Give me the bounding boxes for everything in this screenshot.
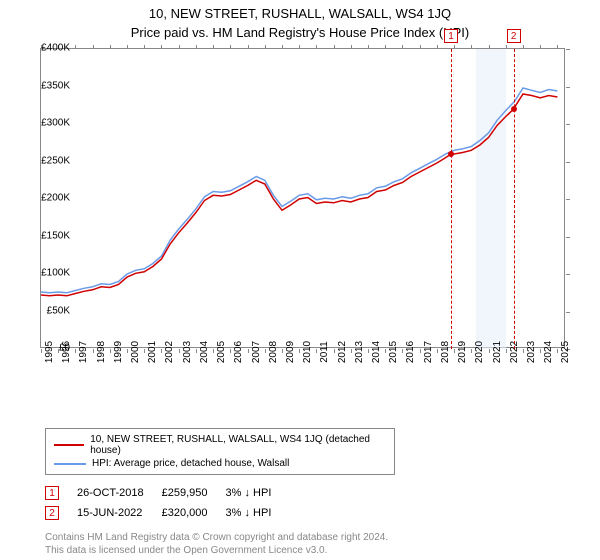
x-label: 2014: [371, 341, 382, 363]
y-label: £350K: [30, 80, 70, 91]
x-label: 1995: [44, 341, 55, 363]
sales-table: 1 26-OCT-2018 £259,950 3% ↓ HPI 2 15-JUN…: [45, 483, 289, 523]
x-label: 2021: [492, 341, 503, 363]
legend-label-property: 10, NEW STREET, RUSHALL, WALSALL, WS4 1J…: [90, 434, 386, 456]
line-series-layer: [41, 49, 566, 349]
legend-box: 10, NEW STREET, RUSHALL, WALSALL, WS4 1J…: [45, 428, 395, 475]
legend-swatch-hpi: [54, 463, 86, 465]
sale-badge-2: 2: [45, 506, 59, 520]
legend-swatch-property: [54, 444, 84, 446]
x-label: 2016: [405, 341, 416, 363]
marker-dot-2: [511, 106, 517, 112]
x-label: 2006: [233, 341, 244, 363]
x-label: 2022: [509, 341, 520, 363]
x-label: 2012: [337, 341, 348, 363]
x-label: 2024: [543, 341, 554, 363]
x-label: 1997: [78, 341, 89, 363]
marker-line-1: [451, 49, 452, 349]
y-label: £300K: [30, 118, 70, 129]
x-label: 2003: [182, 341, 193, 363]
sale-row-1: 1 26-OCT-2018 £259,950 3% ↓ HPI: [45, 483, 289, 503]
marker-line-2: [514, 49, 515, 349]
y-label: £200K: [30, 193, 70, 204]
legend-row-property: 10, NEW STREET, RUSHALL, WALSALL, WS4 1J…: [54, 433, 386, 457]
sale-date-2: 15-JUN-2022: [77, 503, 162, 523]
legend-row-hpi: HPI: Average price, detached house, Wals…: [54, 457, 386, 470]
x-label: 2023: [526, 341, 537, 363]
y-label: £150K: [30, 230, 70, 241]
x-label: 2000: [130, 341, 141, 363]
x-label: 2011: [319, 341, 330, 363]
x-label: 2004: [199, 341, 210, 363]
plot-region: 12: [40, 48, 565, 348]
x-label: 1999: [113, 341, 124, 363]
x-label: 1996: [61, 341, 72, 363]
x-label: 2009: [285, 341, 296, 363]
y-label: £50K: [30, 305, 70, 316]
y-label: £250K: [30, 155, 70, 166]
chart-title: 10, NEW STREET, RUSHALL, WALSALL, WS4 1J…: [0, 0, 600, 21]
series-hpi: [41, 88, 557, 293]
x-label: 2008: [268, 341, 279, 363]
sale-delta-1: 3% ↓ HPI: [226, 483, 290, 503]
sale-price-2: £320,000: [162, 503, 226, 523]
x-label: 2020: [474, 341, 485, 363]
footer-line-1: Contains HM Land Registry data © Crown c…: [45, 531, 600, 544]
x-label: 2017: [423, 341, 434, 363]
x-label: 2005: [216, 341, 227, 363]
y-label: £100K: [30, 268, 70, 279]
x-label: 2018: [440, 341, 451, 363]
sale-price-1: £259,950: [162, 483, 226, 503]
sale-badge-1: 1: [45, 486, 59, 500]
legend-label-hpi: HPI: Average price, detached house, Wals…: [92, 458, 289, 469]
chart-area: 12 £0£50K£100K£150K£200K£250K£300K£350K£…: [40, 48, 600, 388]
x-label: 2013: [354, 341, 365, 363]
x-label: 2001: [147, 341, 158, 363]
x-label: 2025: [560, 341, 571, 363]
x-label: 2015: [388, 341, 399, 363]
marker-badge-2: 2: [507, 29, 521, 43]
y-label: £400K: [30, 43, 70, 54]
sale-date-1: 26-OCT-2018: [77, 483, 162, 503]
footer-attribution: Contains HM Land Registry data © Crown c…: [45, 531, 600, 557]
sale-row-2: 2 15-JUN-2022 £320,000 3% ↓ HPI: [45, 503, 289, 523]
x-label: 2007: [251, 341, 262, 363]
chart-container: 10, NEW STREET, RUSHALL, WALSALL, WS4 1J…: [0, 0, 600, 560]
marker-badge-1: 1: [444, 29, 458, 43]
x-label: 2019: [457, 341, 468, 363]
x-label: 2010: [302, 341, 313, 363]
marker-dot-1: [448, 151, 454, 157]
footer-line-2: This data is licensed under the Open Gov…: [45, 544, 600, 557]
x-label: 1998: [96, 341, 107, 363]
x-label: 2002: [164, 341, 175, 363]
sale-delta-2: 3% ↓ HPI: [226, 503, 290, 523]
